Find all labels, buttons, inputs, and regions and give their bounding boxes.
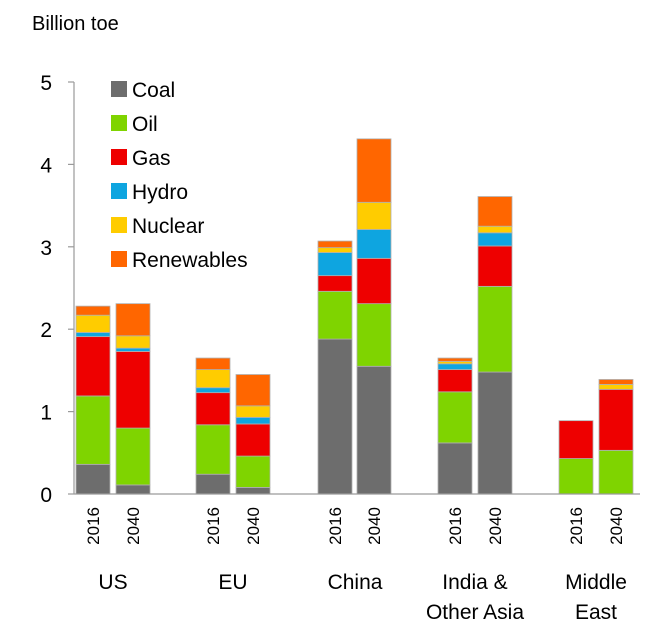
- bar-segment-gas: [437, 369, 473, 393]
- legend-label-hydro: Hydro: [132, 181, 188, 204]
- bar-segment-oil: [195, 424, 231, 475]
- bar-segment-hydro: [75, 332, 111, 338]
- bar-segment-hydro: [356, 229, 392, 259]
- bars-layer: [75, 138, 634, 495]
- bar-segment-hydro: [477, 232, 513, 247]
- group-label: US: [98, 571, 127, 594]
- bar-segment-hydro: [195, 387, 231, 394]
- bar-segment-nuclear: [235, 405, 271, 418]
- bar-segment-renewables: [317, 240, 353, 249]
- year-tick-label: 2016: [446, 507, 465, 545]
- bar-segment-oil: [477, 285, 513, 373]
- legend-swatch-oil: [111, 115, 127, 131]
- legend-label-renewables: Renewables: [132, 249, 248, 272]
- bar-segment-coal: [356, 365, 392, 495]
- bar-segment-hydro: [437, 363, 473, 370]
- bar-segment-coal: [437, 442, 473, 495]
- year-tick-label: 2040: [124, 507, 143, 545]
- bar-segment-gas: [598, 388, 634, 451]
- bar-segment-renewables: [477, 196, 513, 227]
- bar-segment-renewables: [356, 138, 392, 203]
- bar-segment-nuclear: [195, 369, 231, 389]
- legend-swatch-nuclear: [111, 217, 127, 233]
- legend-swatch-renewables: [111, 251, 127, 267]
- axes-layer: 0 1 2 3 4 5: [40, 72, 640, 507]
- year-tick-label: 2040: [486, 507, 505, 545]
- bar-segment-oil: [356, 303, 392, 367]
- y-tick-label: 3: [40, 237, 52, 260]
- year-tick-label: 2016: [84, 507, 103, 545]
- bar-segment-oil: [598, 449, 634, 495]
- legend-label-coal: Coal: [132, 79, 175, 102]
- bar-segment-nuclear: [356, 201, 392, 230]
- bar-segment-gas: [477, 245, 513, 287]
- group-label: Middle: [565, 571, 627, 594]
- legend-label-oil: Oil: [132, 113, 158, 136]
- legend-swatch-coal: [111, 81, 127, 97]
- bar-segment-coal: [195, 473, 231, 495]
- bar-segment-coal: [75, 463, 111, 495]
- x-axis-labels: 2016 2040 US 2016 2040 EU 2016 2040 China 2016 204…: [84, 507, 627, 624]
- bar-segment-nuclear: [598, 384, 634, 390]
- legend-label-nuclear: Nuclear: [132, 215, 204, 238]
- bar-segment-oil: [75, 395, 111, 465]
- bar-segment-nuclear: [477, 225, 513, 234]
- year-tick-label: 2016: [326, 507, 345, 545]
- group-label: India &: [442, 571, 507, 594]
- legend: Coal Oil Gas Hydro Nuclear Renewables: [111, 79, 248, 272]
- bar-segment-nuclear: [115, 335, 151, 349]
- bar-segment-gas: [115, 351, 151, 429]
- bar-segment-hydro: [115, 347, 151, 352]
- bar-segment-gas: [356, 257, 392, 305]
- year-tick-label: 2016: [567, 507, 586, 545]
- bar-segment-gas: [317, 275, 353, 292]
- legend-swatch-hydro: [111, 183, 127, 199]
- bar-segment-oil: [115, 427, 151, 486]
- group-label: Other Asia: [426, 601, 524, 624]
- year-tick-label: 2040: [244, 507, 263, 545]
- y-tick-label: 5: [40, 72, 52, 95]
- bar-segment-oil: [558, 458, 594, 495]
- bar-segment-nuclear: [317, 247, 353, 253]
- bar-segment-renewables: [115, 303, 151, 337]
- bar-segment-oil: [235, 455, 271, 488]
- bar-segment-renewables: [598, 379, 634, 385]
- bar-segment-renewables: [437, 357, 473, 362]
- bar-segment-gas: [195, 392, 231, 426]
- group-label: East: [575, 601, 617, 624]
- bar-segment-coal: [317, 338, 353, 495]
- group-label: EU: [218, 571, 247, 594]
- bar-segment-renewables: [235, 374, 271, 407]
- bar-segment-gas: [75, 336, 111, 397]
- year-tick-label: 2040: [365, 507, 384, 545]
- bar-segment-renewables: [75, 305, 111, 316]
- bar-segment-coal: [115, 484, 151, 495]
- bar-segment-gas: [235, 423, 271, 457]
- y-tick-label: 1: [40, 402, 52, 425]
- bar-segment-hydro: [235, 416, 271, 425]
- bar-segment-hydro: [317, 252, 353, 277]
- bar-segment-coal: [477, 371, 513, 495]
- y-tick-label: 2: [40, 319, 52, 342]
- y-axis-unit-label: Billion toe: [32, 13, 119, 35]
- y-tick-label: 0: [40, 484, 52, 507]
- legend-label-gas: Gas: [132, 147, 171, 170]
- bar-segment-coal: [235, 487, 271, 495]
- year-tick-label: 2016: [204, 507, 223, 545]
- bar-segment-oil: [317, 290, 353, 340]
- bar-segment-gas: [558, 420, 594, 459]
- y-tick-label: 4: [40, 154, 52, 177]
- bar-segment-nuclear: [75, 314, 111, 333]
- bar-segment-renewables: [195, 357, 231, 370]
- group-label: China: [328, 571, 383, 594]
- bar-segment-oil: [437, 391, 473, 444]
- year-tick-label: 2040: [607, 507, 626, 545]
- legend-swatch-gas: [111, 149, 127, 165]
